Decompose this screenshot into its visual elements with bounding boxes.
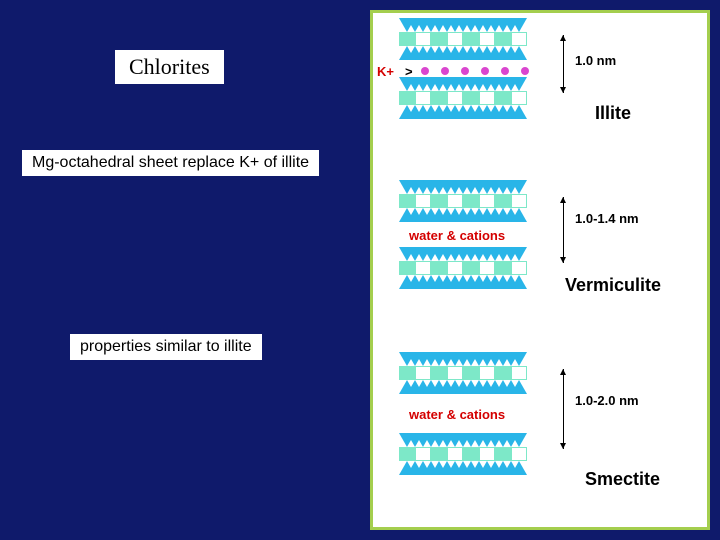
vermiculite-dimension: 1.0-1.4 nm <box>575 211 639 226</box>
smectite-dimension: 1.0-2.0 nm <box>575 393 639 408</box>
vermiculite-diagram: water & cations <box>391 181 527 288</box>
smectite-diagram: water & cations <box>391 353 527 474</box>
smectite-interlayer: water & cations <box>409 407 505 422</box>
vermiculite-name: Vermiculite <box>565 275 661 296</box>
illite-dimension: 1.0 nm <box>575 53 616 68</box>
vermiculite-interlayer: water & cations <box>409 228 505 243</box>
title-box: Chlorites <box>115 50 224 84</box>
smectite-arrow <box>563 369 564 449</box>
text-mg-octahedral: Mg-octahedral sheet replace K+ of illite <box>22 150 319 176</box>
illite-bottom-layer <box>391 77 527 119</box>
illite-name: Illite <box>595 103 631 124</box>
vermiculite-arrow <box>563 197 564 263</box>
illite-diagram: K+ > <box>391 19 527 118</box>
illite-top-layer <box>391 18 527 60</box>
smectite-name: Smectite <box>585 469 660 490</box>
vermiculite-bottom-layer <box>391 247 527 289</box>
text-properties: properties similar to illite <box>70 334 262 360</box>
smectite-top-layer <box>391 352 527 394</box>
clay-diagram-panel: K+ > 1.0 nm Illite water & cations 1.0-1… <box>370 10 710 530</box>
illite-arrow <box>563 35 564 93</box>
illite-cations <box>421 67 529 75</box>
smectite-bottom-layer <box>391 433 527 475</box>
vermiculite-top-layer <box>391 180 527 222</box>
